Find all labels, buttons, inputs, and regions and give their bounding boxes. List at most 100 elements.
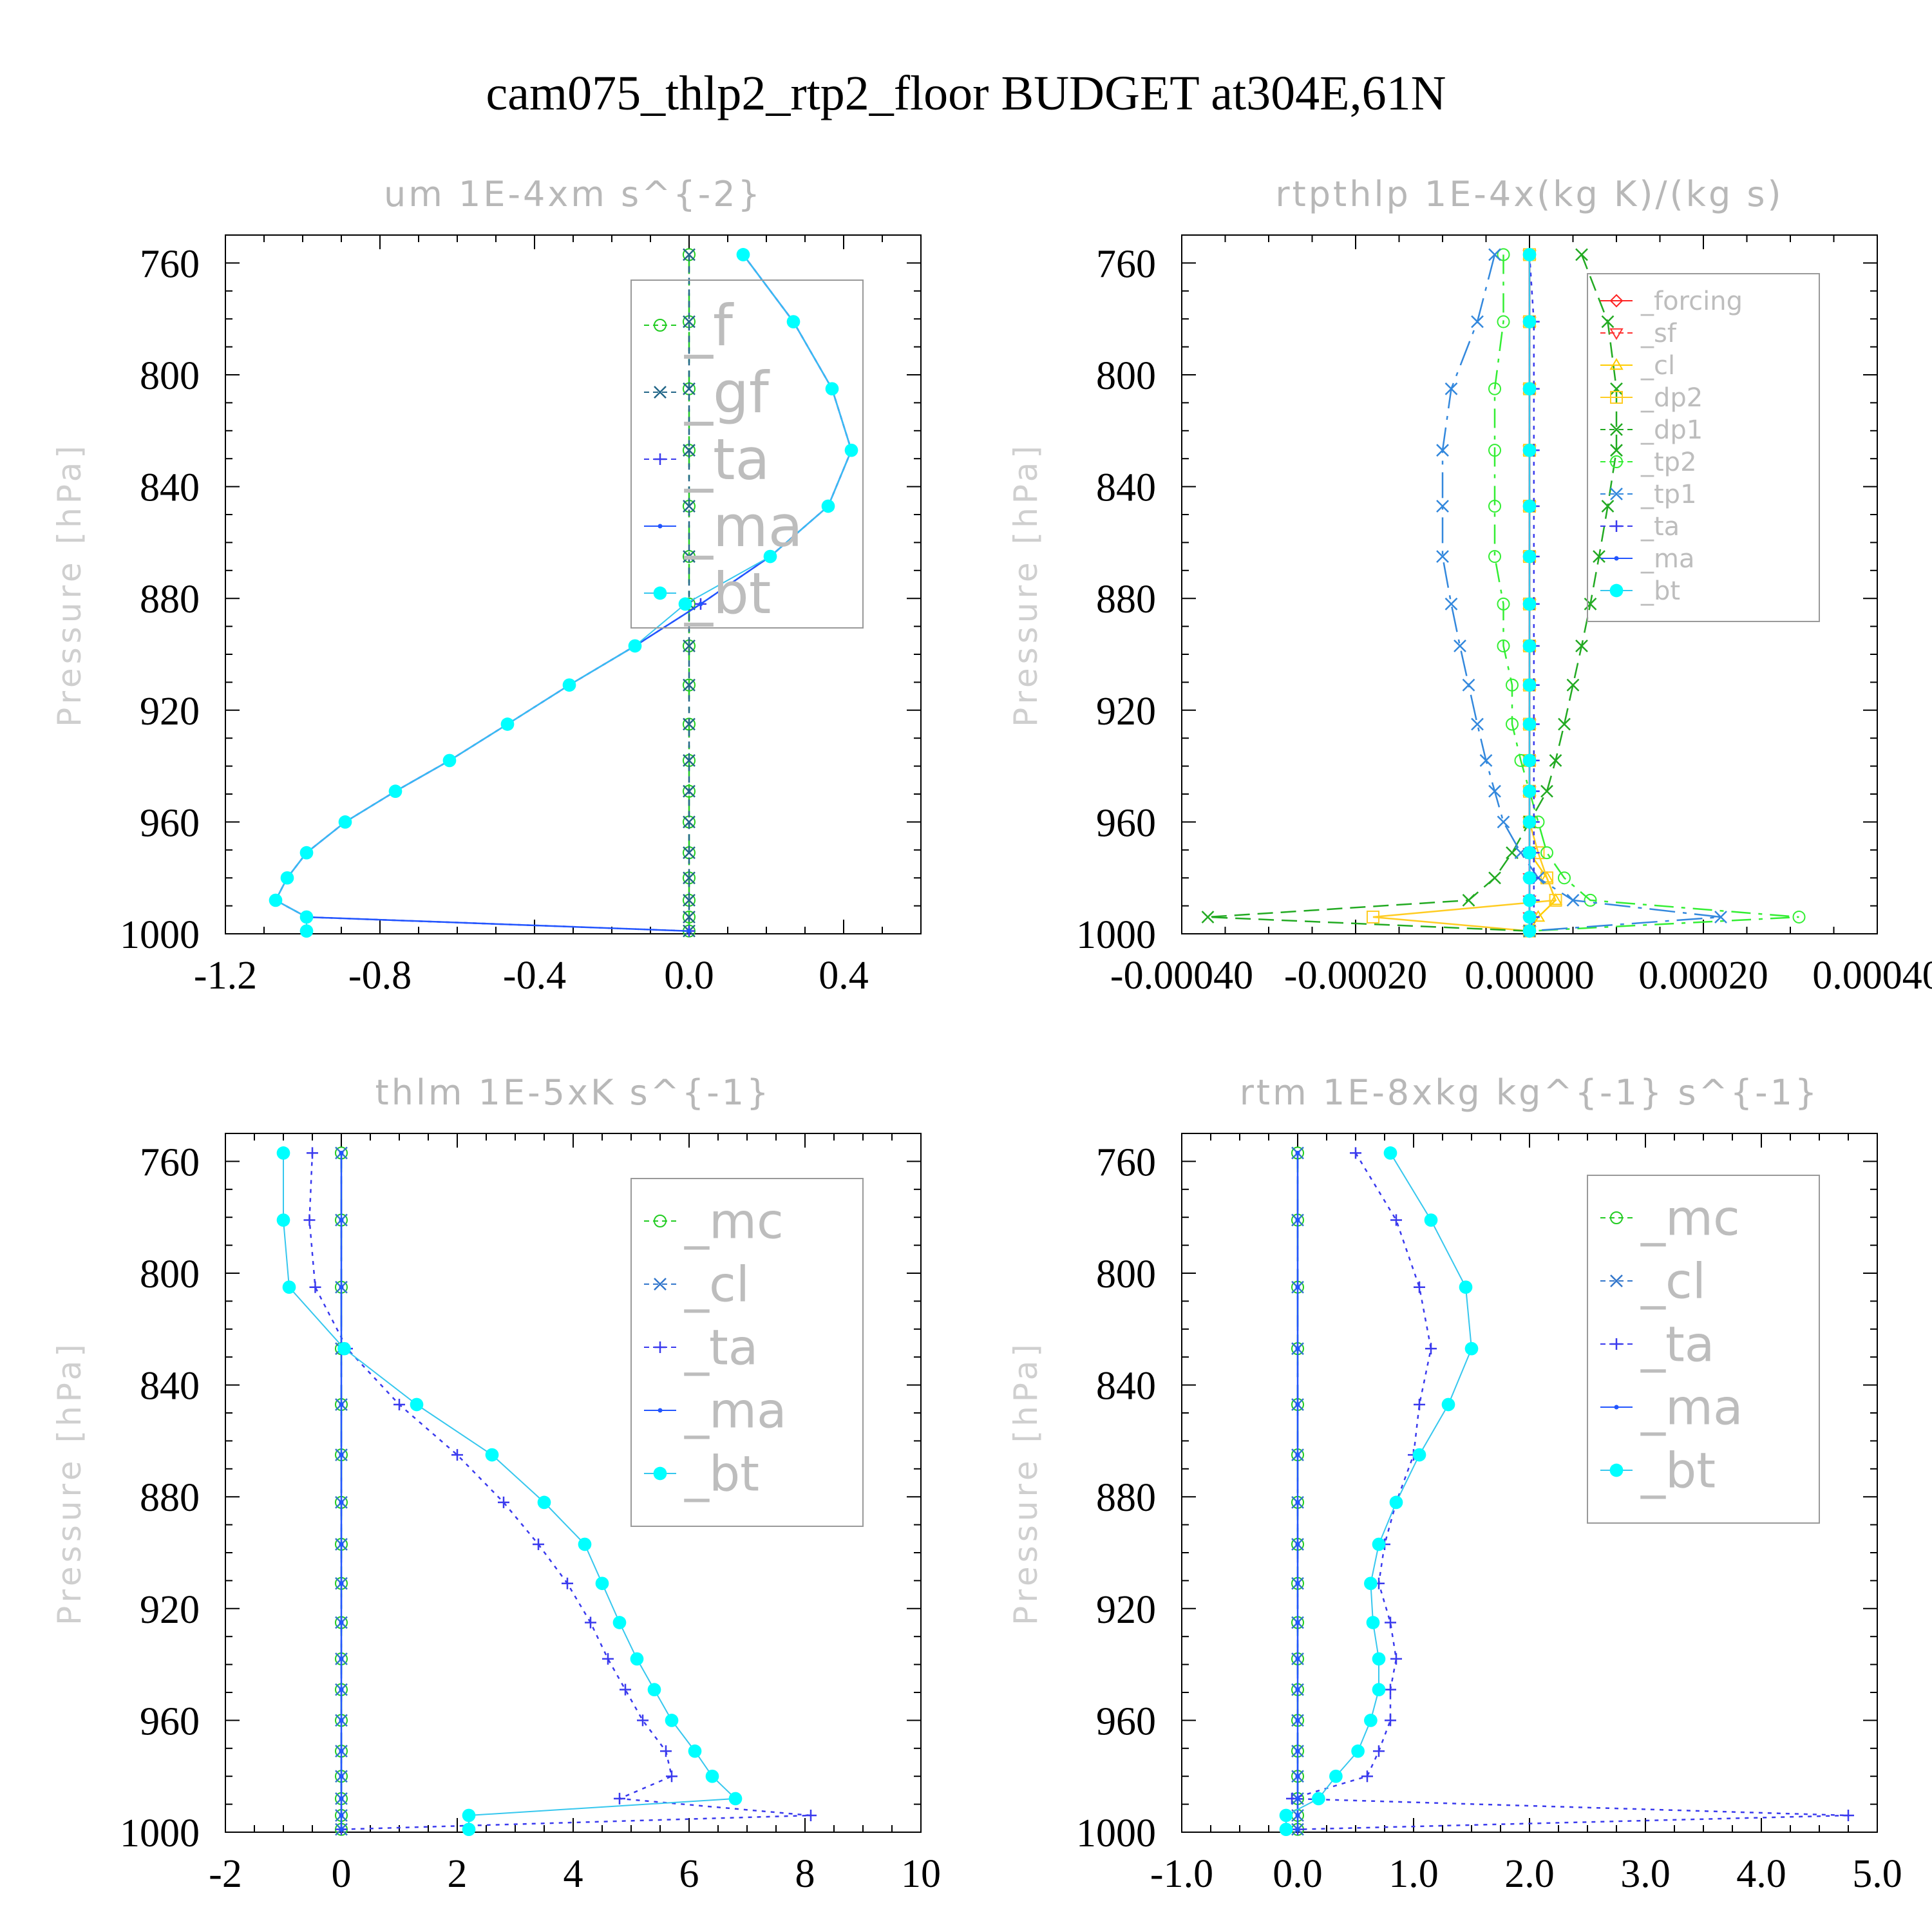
data-point — [1522, 443, 1537, 457]
data-point — [630, 1652, 644, 1666]
chart-panel-3: rtm 1E-8xkg kg^{-1} s^{-1} Pressure [hPa]… — [1007, 1072, 1902, 1896]
data-point — [562, 678, 576, 692]
legend-marker — [654, 1278, 667, 1291]
legend-box — [630, 1178, 864, 1527]
legend: _mc _cl _ta _ma _bt — [630, 1178, 864, 1527]
data-point — [498, 1496, 509, 1508]
data-point — [821, 499, 835, 513]
x-tick-label: 8 — [795, 1852, 815, 1896]
y-tick-label: 920 — [140, 690, 200, 734]
data-point — [303, 1214, 316, 1226]
data-point — [1488, 550, 1501, 564]
x-tick-label: -1.2 — [194, 954, 257, 998]
x-tick-label: 2 — [448, 1852, 468, 1896]
y-tick-label: 800 — [140, 354, 200, 398]
data-point — [1497, 815, 1510, 829]
y-tick-label: 800 — [1096, 1253, 1156, 1296]
data-point — [1350, 1147, 1361, 1159]
data-point — [688, 1744, 702, 1758]
data-point — [628, 639, 642, 653]
legend-marker — [1610, 423, 1623, 436]
series-dp2 — [1367, 248, 1562, 938]
legend-label: _mc — [684, 1193, 784, 1250]
y-tick-label: 960 — [1096, 801, 1156, 845]
legend-marker — [658, 524, 663, 529]
data-point — [1540, 784, 1553, 798]
data-point — [462, 1808, 476, 1823]
legend-box — [630, 279, 864, 629]
series-line — [1291, 1152, 1849, 1830]
data-point — [1471, 717, 1484, 731]
data-point — [1361, 1770, 1373, 1783]
data-point — [1601, 500, 1615, 513]
legend-label: _bt — [1640, 576, 1680, 606]
data-point — [614, 1792, 625, 1804]
data-point — [1425, 1343, 1437, 1355]
data-point — [1454, 639, 1466, 652]
data-point — [1497, 639, 1510, 652]
x-tick-label: 0.0 — [664, 954, 714, 998]
x-tick-label: 10 — [901, 1852, 941, 1896]
data-point — [1522, 315, 1537, 328]
data-point — [1471, 315, 1484, 328]
legend-marker — [1614, 556, 1619, 561]
legend-marker — [653, 586, 667, 600]
plot-frame — [1181, 1133, 1878, 1833]
data-point — [1390, 1653, 1402, 1665]
data-point — [339, 1813, 344, 1818]
legend-marker — [653, 1466, 667, 1481]
data-point — [805, 1809, 817, 1821]
legend-marker — [1609, 294, 1624, 308]
data-point — [1714, 911, 1727, 923]
data-point — [825, 382, 839, 396]
y-tick-label: 880 — [140, 1476, 200, 1520]
data-point — [1279, 1823, 1293, 1837]
data-point — [1488, 499, 1501, 513]
data-point — [1464, 1341, 1479, 1356]
data-point — [299, 924, 314, 938]
data-point — [1295, 1346, 1300, 1351]
data-point — [683, 911, 696, 923]
data-point — [1497, 315, 1510, 328]
data-point — [339, 1774, 344, 1779]
legend: _mc _cl _ta _ma _bt — [1587, 1175, 1820, 1524]
panel-title: thlm 1E-5xK s^{-1} — [375, 1072, 772, 1113]
y-axis-label: Pressure [hPa] — [51, 1340, 88, 1625]
data-point — [339, 1687, 344, 1692]
data-point — [683, 846, 696, 860]
y-tick-label: 1000 — [1076, 913, 1156, 957]
series-ta — [1524, 249, 1540, 937]
data-point — [1548, 893, 1563, 905]
y-axis-label: Pressure [hPa] — [1007, 1340, 1045, 1625]
data-point — [1372, 1652, 1386, 1666]
data-point — [637, 1714, 649, 1727]
data-point — [1364, 1577, 1378, 1591]
y-tick-label: 960 — [1096, 1700, 1156, 1743]
data-point — [1558, 717, 1571, 731]
data-point — [299, 910, 314, 924]
legend-marker — [1611, 1338, 1622, 1350]
y-tick-label: 920 — [1096, 690, 1156, 734]
x-tick-label: 0.00040 — [1812, 954, 1932, 998]
data-point — [276, 1146, 290, 1160]
legend-label: _sf — [1640, 319, 1677, 348]
panel-title: rtm 1E-8xkg kg^{-1} s^{-1} — [1240, 1072, 1820, 1113]
legend-label: _bt — [1640, 1442, 1716, 1499]
series-bt — [276, 1146, 743, 1837]
data-point — [1479, 754, 1493, 767]
data-point — [1414, 1281, 1425, 1293]
data-point — [1201, 911, 1215, 923]
data-point — [1522, 910, 1537, 924]
data-point — [1441, 1397, 1455, 1412]
data-point — [1295, 1774, 1300, 1779]
data-point — [393, 1398, 405, 1410]
data-point — [451, 1449, 463, 1461]
y-tick-label: 960 — [140, 801, 200, 845]
data-point — [585, 1616, 596, 1629]
data-point — [1385, 1683, 1396, 1696]
legend-marker — [658, 1408, 663, 1413]
data-point — [1522, 499, 1537, 513]
legend-label: _forcing — [1640, 287, 1743, 316]
legend-label: _dp2 — [1640, 383, 1703, 413]
data-point — [1497, 248, 1510, 261]
